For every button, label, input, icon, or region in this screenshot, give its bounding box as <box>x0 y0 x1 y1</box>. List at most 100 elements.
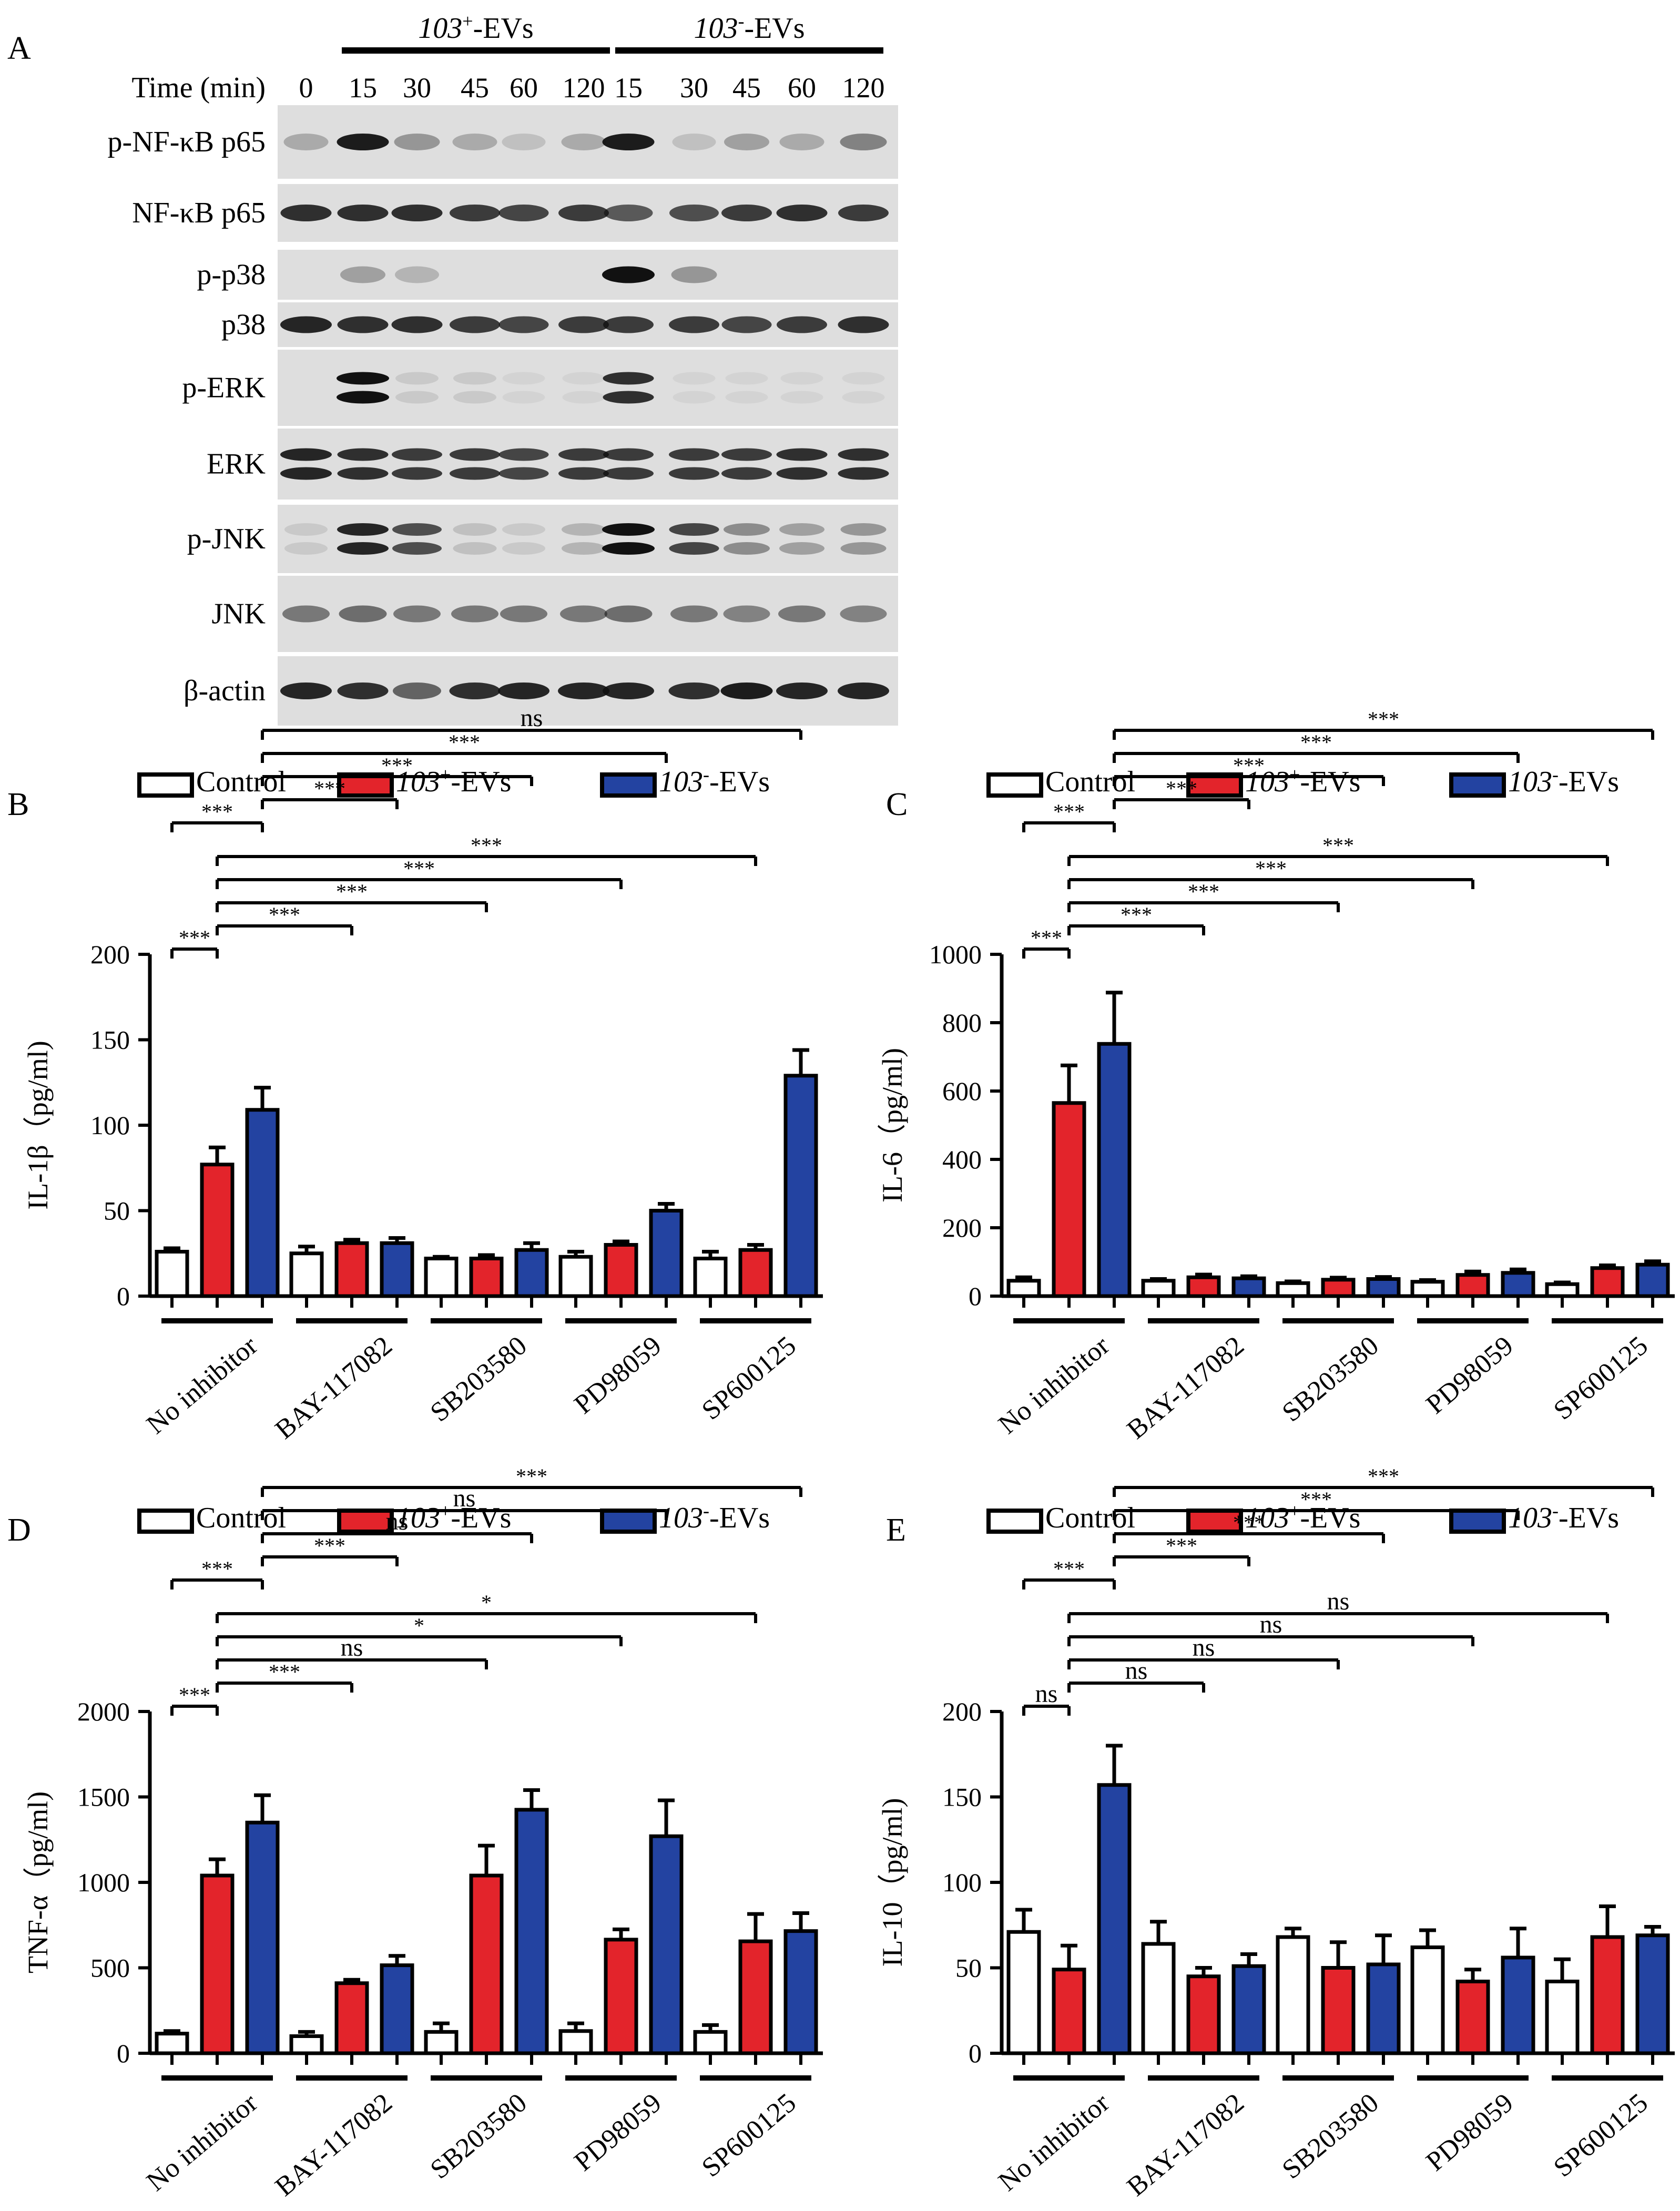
bar <box>1455 1273 1490 1298</box>
bar <box>738 1939 773 2055</box>
category-label: SB203580 <box>1277 1331 1384 1428</box>
legend-swatch <box>600 1509 657 1534</box>
blot-band <box>721 448 772 461</box>
blot-label: p38 <box>221 309 266 341</box>
category-label: BAY-117082 <box>270 2088 398 2203</box>
chart-b: B Control 103+-EVs 103--EVs 0 50 100 150 200 IL-1… <box>7 704 823 1445</box>
blot-band <box>450 316 500 333</box>
blot-band <box>669 205 719 221</box>
bar <box>1410 1945 1445 2055</box>
legend-swatch <box>986 772 1043 798</box>
blot-band <box>502 523 545 536</box>
bar <box>424 1257 459 1298</box>
y-tick-label: 600 <box>942 1076 982 1106</box>
legend-label: 103+-EVs <box>396 1500 511 1534</box>
blot-band <box>780 391 823 404</box>
y-tick-label: 1500 <box>77 1782 130 1812</box>
category-label: SP600125 <box>696 2088 801 2183</box>
sig-label: *** <box>1053 800 1085 823</box>
category-label: PD98059 <box>1421 2088 1519 2177</box>
category-underline <box>1552 1318 1663 1323</box>
blot-band <box>603 448 654 461</box>
blot-band <box>337 448 389 461</box>
bar <box>155 1250 189 1298</box>
blot-band <box>725 391 768 404</box>
bar <box>783 1074 818 1298</box>
bar <box>1590 1935 1625 2055</box>
category-label: BAY-117082 <box>1122 1331 1250 1445</box>
legend-swatch <box>1449 772 1506 798</box>
bar <box>289 2034 324 2055</box>
blot-band <box>498 467 549 480</box>
blot-band <box>838 467 889 480</box>
group-underline <box>342 47 610 54</box>
blot-strip <box>278 505 898 573</box>
blot-band <box>562 391 605 404</box>
legend-swatch <box>137 772 194 798</box>
y-axis-label: IL-1β（pg/ml) <box>22 1041 54 1209</box>
sig-label: ns <box>521 704 543 732</box>
sig-label: *** <box>403 857 435 880</box>
blot-label: JNK <box>211 598 266 630</box>
blot-band <box>393 682 441 699</box>
sig-label: *** <box>516 1464 547 1488</box>
sig-label: *** <box>1300 730 1332 754</box>
lane-label: 15 <box>349 72 377 104</box>
legend-swatch <box>1449 1509 1506 1534</box>
blot-band <box>394 134 440 150</box>
blot-band <box>602 266 655 283</box>
y-tick-label: 100 <box>942 1868 982 1897</box>
blot-band <box>337 542 389 555</box>
bar <box>1590 1266 1625 1298</box>
blot-band <box>337 205 389 221</box>
category-underline <box>1552 2075 1663 2081</box>
y-axis-label: IL-10（pg/ml) <box>877 1798 908 1967</box>
lane-label: 60 <box>510 72 538 104</box>
blot-strip <box>278 350 898 426</box>
sig-label: *** <box>1166 1534 1197 1557</box>
bar <box>1635 1933 1670 2055</box>
blot-band <box>450 448 500 461</box>
sig-label: *** <box>449 730 480 754</box>
category-underline <box>296 1318 408 1323</box>
lane-label: 45 <box>732 72 761 104</box>
bar <box>693 2030 728 2055</box>
category-underline <box>1148 2075 1259 2081</box>
bar <box>1006 1279 1041 1298</box>
blot-band <box>721 467 772 480</box>
bar <box>1186 1974 1221 2055</box>
category-label: SB203580 <box>425 1331 533 1428</box>
blot-band <box>838 682 889 699</box>
blot-band <box>776 682 828 699</box>
blot-band <box>603 372 654 385</box>
lane-label: 120 <box>563 72 605 104</box>
panel-letter: B <box>7 787 29 822</box>
bar <box>200 1163 235 1298</box>
blot-band <box>669 542 719 555</box>
bar <box>380 1241 414 1298</box>
category-label: PD98059 <box>569 1331 667 1420</box>
blot-band <box>560 605 607 623</box>
bar-charts: B Control 103+-EVs 103--EVs 0 50 100 150 200 IL-1… <box>7 704 1675 2202</box>
blot-band <box>558 316 609 333</box>
category-underline <box>1282 2075 1394 2081</box>
sig-label: *** <box>1121 903 1152 926</box>
blot-band <box>280 448 332 461</box>
blot-band <box>604 605 653 623</box>
bar <box>1231 1964 1266 2055</box>
sig-label: *** <box>471 833 502 857</box>
legend-swatch <box>986 1509 1043 1534</box>
category-underline <box>700 1318 811 1323</box>
bar <box>289 1251 324 1298</box>
blot-band <box>395 266 439 283</box>
blot-band <box>840 134 887 150</box>
bar <box>155 2032 189 2055</box>
category-underline <box>161 1318 273 1323</box>
blot-band <box>502 391 545 404</box>
bar <box>649 1834 684 2055</box>
blot-band <box>393 605 441 623</box>
category-underline <box>161 2075 273 2081</box>
category-underline <box>431 2075 542 2081</box>
y-tick-label: 100 <box>90 1110 130 1140</box>
